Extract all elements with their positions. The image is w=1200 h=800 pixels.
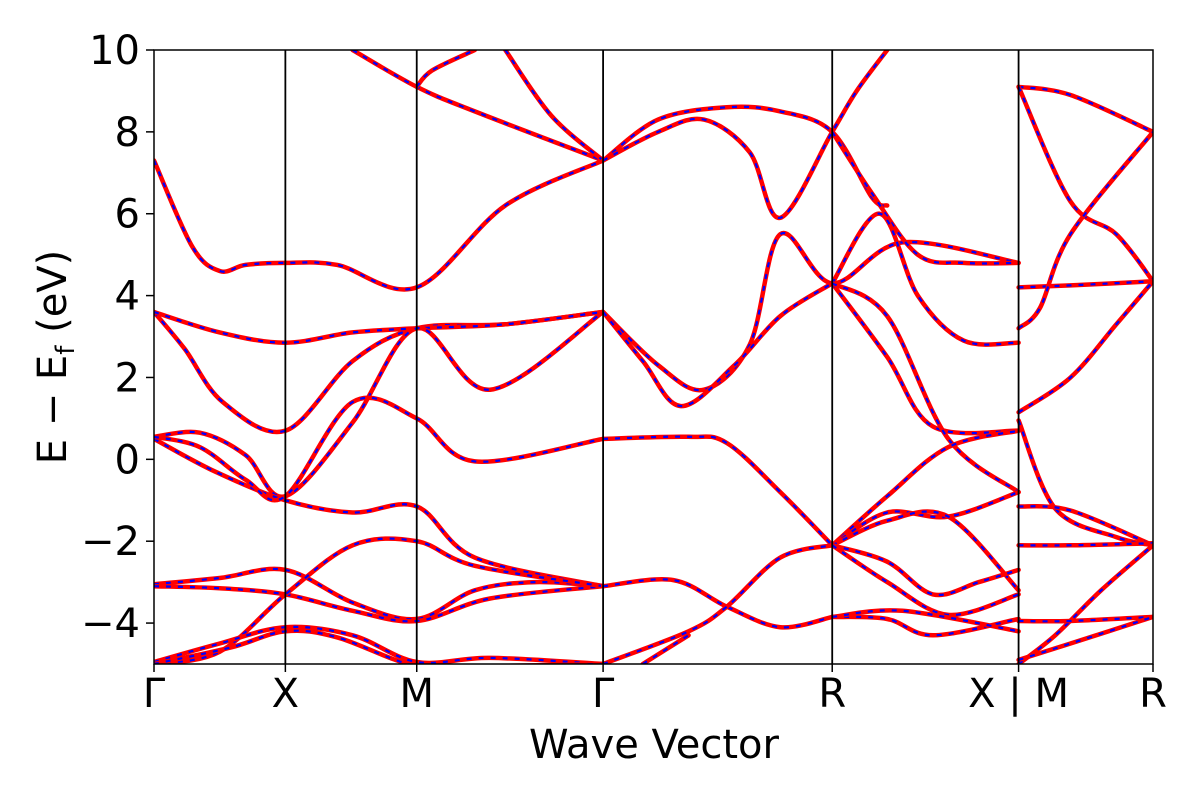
band-line-dashed-5	[154, 396, 604, 502]
band-line-solid-22	[829, 129, 1021, 266]
x-tick-label: Γ	[143, 671, 166, 717]
band-line-dashed-34	[1017, 86, 1153, 282]
band-line-solid-42	[1016, 614, 1153, 624]
band-line-dashed-17	[602, 282, 833, 408]
band-line-dashed-13	[504, 50, 604, 162]
y-tick-label: 10	[89, 28, 140, 74]
y-axis-ticks: −4 −2 0 2 4 6 8 10	[81, 28, 154, 647]
y-axis-label-main: E − E	[30, 355, 76, 465]
band-line-solid-41	[1016, 543, 1153, 664]
y-tick-label: 6	[115, 192, 140, 238]
band-line-dashed-20	[602, 544, 833, 664]
band-line-dashed-29	[831, 544, 1019, 597]
band-line-solid-40	[1016, 540, 1153, 548]
band-line-dashed-12	[415, 50, 476, 88]
y-axis-label-unit: (eV)	[30, 250, 76, 346]
band-line-dashed-15	[602, 50, 889, 219]
band-line-dashed-18	[603, 435, 833, 547]
band-line-dashed-43	[1018, 615, 1153, 661]
band-line-solid-2	[154, 309, 606, 345]
band-line-dashed-35	[1018, 280, 1153, 289]
y-tick-label: 2	[115, 355, 140, 401]
x-tick-label: X | M	[968, 671, 1069, 717]
band-lines	[154, 50, 1153, 664]
y-tick-label: −4	[81, 601, 140, 647]
band-line-dashed-33	[1018, 85, 1153, 133]
band-line-dashed-7	[154, 585, 604, 623]
band-line-solid-36	[1016, 129, 1153, 331]
band-line-solid-5	[154, 395, 606, 503]
band-line-dashed-39	[1018, 505, 1153, 547]
kpoint-separators	[284, 50, 1020, 664]
y-axis-label: E − Ef (eV)	[30, 250, 81, 465]
x-tick-label: Γ	[592, 671, 615, 717]
x-tick-label: M	[399, 671, 434, 717]
x-axis-label: Wave Vector	[529, 722, 780, 768]
band-line-solid-10	[154, 628, 606, 664]
band-line-solid-3	[154, 309, 606, 499]
x-tick-label: R	[818, 671, 846, 717]
band-line-dashed-42	[1018, 615, 1153, 623]
band-line-dashed-40	[1018, 542, 1153, 547]
band-line-dashed-16	[602, 231, 1019, 392]
band-line-solid-15	[600, 50, 890, 221]
band-line-dashed-2	[154, 310, 604, 344]
band-line-solid-19	[600, 577, 835, 630]
band-line-dashed-1	[154, 310, 604, 434]
band-line-dashed-26	[831, 429, 1019, 547]
y-tick-label: 4	[115, 274, 140, 320]
band-line-solid-18	[600, 434, 835, 548]
x-axis-ticks: Γ X M Γ R X | M R	[143, 664, 1167, 717]
band-line-dashed-14	[602, 105, 888, 207]
x-tick-label: X	[272, 671, 299, 717]
band-line-dashed-32	[832, 609, 1019, 633]
band-line-dashed-30	[831, 544, 1019, 617]
band-line-dashed-36	[1017, 131, 1153, 330]
band-line-dashed-23	[831, 212, 1019, 346]
band-line-solid-33	[1016, 84, 1153, 135]
band-line-solid-35	[1016, 279, 1153, 290]
band-line-solid-16	[600, 230, 1021, 393]
band-line-dashed-25	[831, 282, 1020, 493]
x-tick-label: R	[1139, 671, 1167, 717]
y-tick-label: 8	[115, 110, 140, 156]
band-line-solid-11	[350, 50, 606, 163]
band-line-solid-37	[1016, 279, 1153, 415]
band-line-dashed-21	[642, 634, 690, 664]
plot-frame	[153, 49, 1154, 665]
y-tick-label: −2	[81, 519, 140, 565]
band-line-solid-7	[154, 583, 606, 624]
band-line-solid-28	[829, 509, 1021, 593]
band-line-solid-23	[829, 211, 1021, 347]
y-tick-label: 0	[115, 437, 140, 483]
band-line-dashed-9	[154, 625, 604, 664]
band-line-solid-38	[1016, 418, 1153, 548]
band-line-dashed-6	[154, 567, 604, 621]
band-line-solid-20	[600, 543, 835, 664]
band-line-solid-0	[154, 158, 606, 292]
y-axis-label-subscript: f	[51, 345, 81, 355]
band-line-dashed-37	[1017, 280, 1153, 414]
band-line-solid-12	[414, 50, 478, 90]
band-line-solid-14	[600, 104, 890, 208]
band-line-dashed-24	[831, 282, 1019, 435]
band-line-solid-4	[154, 436, 606, 589]
band-line-dashed-0	[154, 159, 604, 291]
band-line-dashed-11	[352, 50, 604, 162]
band-line-dashed-3	[154, 311, 604, 498]
